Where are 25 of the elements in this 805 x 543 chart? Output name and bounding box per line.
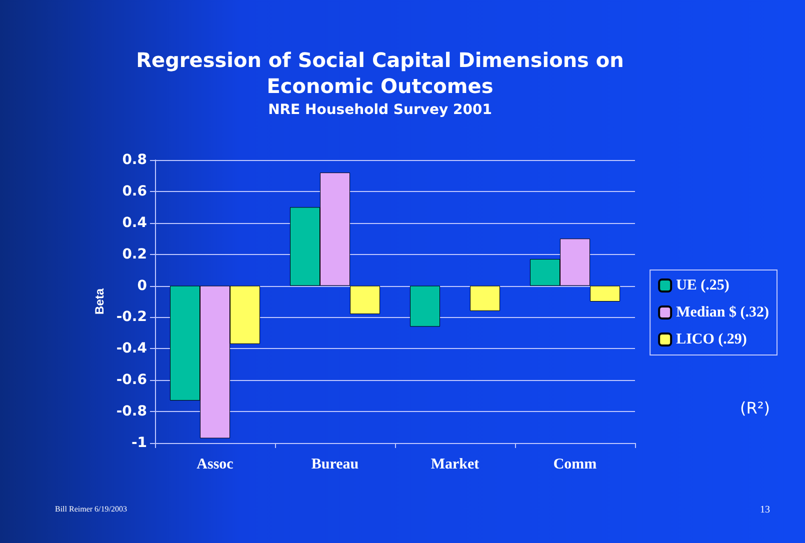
chart-title: Regression of Social Capital Dimensions on Economic Outcomes [136, 48, 624, 98]
x-tick-label: Assoc [196, 456, 234, 472]
y-tick-label: 0.2 [122, 246, 147, 262]
bar [410, 286, 440, 327]
x-tick-label: Bureau [311, 456, 359, 472]
y-tick-label: -0.8 [116, 404, 147, 420]
x-tick-label: Market [430, 456, 480, 472]
y-tick-label: -0.2 [116, 309, 147, 326]
y-tick-label: -0.6 [116, 372, 147, 388]
legend-label: Median $ (.32) [676, 304, 770, 320]
y-tick-label: 0 [137, 278, 148, 294]
text: 13 [760, 504, 770, 516]
y-axis-title: Beta [92, 288, 106, 315]
y-tick-label: 0.8 [122, 152, 147, 168]
chart-subtitle: NRE Household Survey 2001 [268, 102, 492, 118]
y-tick-label: 0.6 [122, 183, 147, 200]
x-tick-label: Comm [553, 456, 598, 472]
text: (R²) [740, 398, 770, 418]
y-tick-label: -0.4 [116, 340, 148, 357]
y-tick-label: -1 [131, 435, 147, 451]
legend-label: LICO (.29) [676, 332, 747, 348]
bar [470, 286, 500, 311]
legend-label: UE (.25) [676, 278, 730, 294]
y-tick-label: 0.4 [122, 214, 148, 231]
text: Bill Reimer 6/19/2003 [55, 504, 127, 514]
